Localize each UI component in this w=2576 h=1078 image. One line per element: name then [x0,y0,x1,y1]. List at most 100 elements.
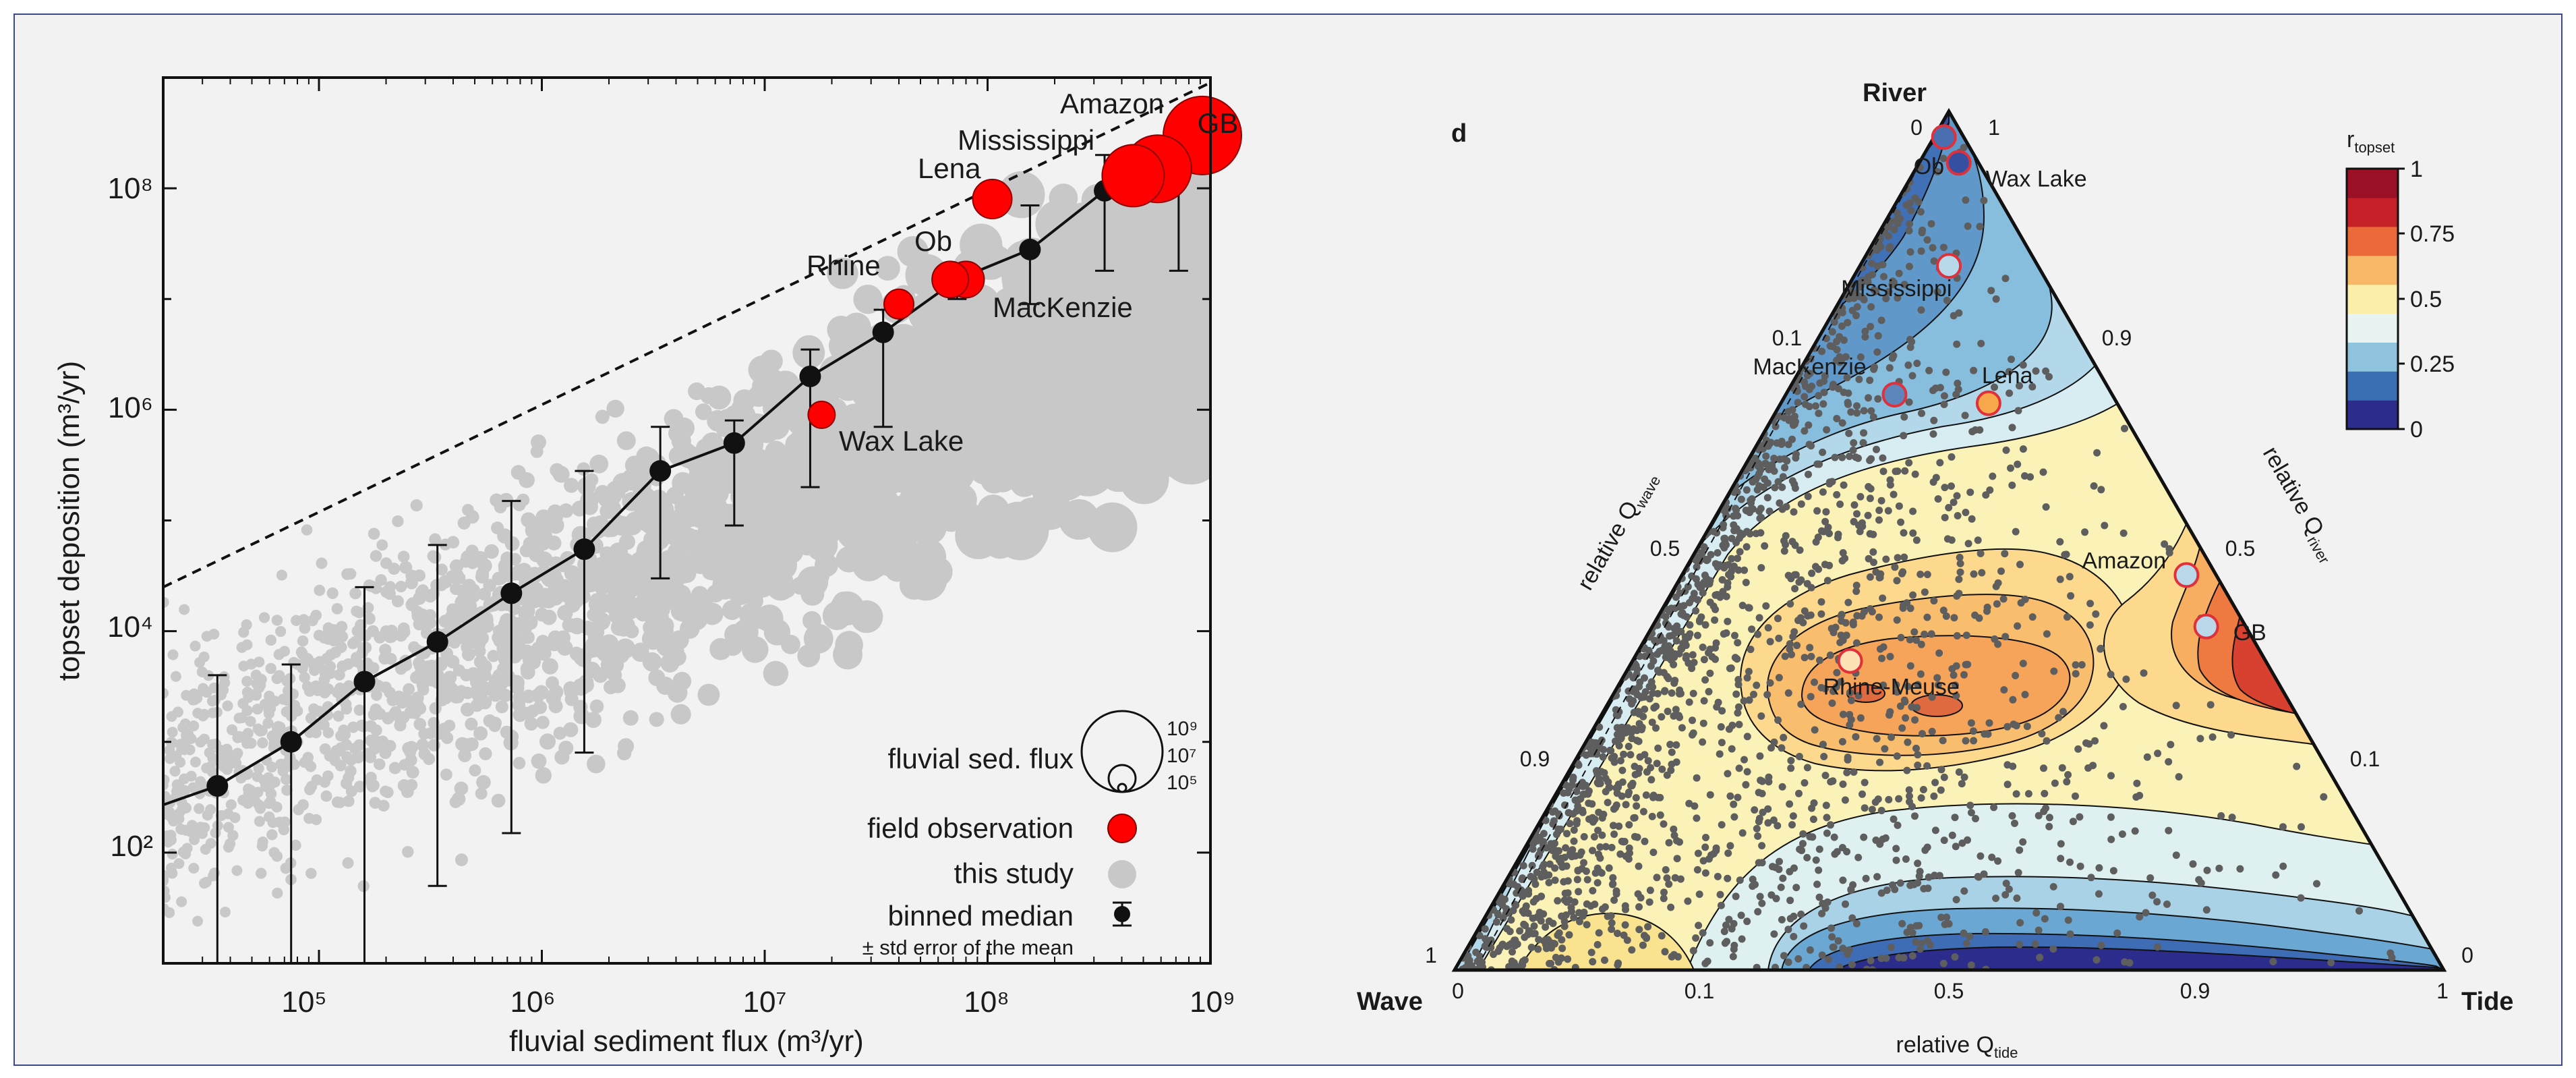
x-tick-label: 10⁹ [1190,986,1235,1019]
ternary-sample-point [1784,441,1792,449]
this-study-point [332,710,345,722]
ternary-sample-point [1904,738,1912,746]
ternary-sample-point [1831,850,1839,858]
this-study-point [605,600,620,615]
ternary-sample-point [1982,491,1990,499]
ternary-delta-rhine-meuse [1837,648,1863,674]
ternary-sample-point [1593,750,1601,758]
this-study-point [904,558,947,601]
ternary-sample-point [1966,488,1974,497]
ternary-sample-point [2021,691,2029,699]
ternary-sample-point [1961,412,1969,420]
ternary-sample-point [1605,784,1613,792]
ternary-sample-point [1754,832,1762,840]
ternary-sample-point [1921,588,1929,596]
ternary-sample-point [2167,741,2175,749]
this-study-point [347,721,359,733]
this-study-point [587,754,606,774]
ternary-sample-point [1774,615,1782,623]
ternary-sample-point [1519,874,1527,882]
ternary-sample-point [1900,553,1908,561]
this-study-point [521,689,536,704]
ternary-sample-point [1916,945,1924,953]
this-study-point [195,776,206,787]
ternary-sample-point [1645,695,1653,703]
ternary-sample-point [1827,821,1834,829]
ternary-sample-point [1799,840,1807,848]
ternary-sample-point [1545,871,1553,879]
ternary-sample-point [1764,624,1772,632]
ternary-sample-point [1525,890,1533,898]
ternary-sample-point [1854,691,1863,700]
this-study-point [313,706,325,718]
this-study-point [262,718,274,729]
this-study-point [176,896,187,907]
ternary-sample-point [1628,700,1636,708]
this-study-point [457,625,471,640]
ternary-sample-point [1662,866,1670,874]
y-tick-label: 10⁶ [108,391,153,424]
median-point [872,321,894,343]
ternary-sample-point [1875,507,1883,514]
ternary-sample-point [1900,432,1908,440]
this-study-point [454,781,469,796]
ternary-sample-point [1942,368,1950,376]
ternary-sample-point [1894,554,1902,562]
this-study-point [369,797,382,809]
ternary-sample-point [1592,767,1600,775]
ternary-sample-point [1475,932,1484,940]
ternary-sample-point [1817,610,1825,618]
ternary-delta-label: Mississippi [1841,276,1952,302]
ternary-sample-point [1772,422,1780,430]
this-study-point [622,515,643,536]
ternary-sample-point [1916,670,1925,678]
this-study-point [365,720,377,733]
ternary-sample-point [1720,630,1728,638]
this-study-point [524,716,538,731]
ternary-sample-point [1801,654,1809,662]
ternary-sample-point [1509,948,1516,956]
right-edge-tick: 0.9 [2102,326,2132,350]
this-study-point [208,629,220,640]
ternary-sample-point [1670,679,1678,687]
this-study-point [655,511,671,528]
this-study-point [702,510,719,526]
this-study-point [189,756,201,768]
ternary-sample-point [1600,769,1608,777]
this-study-point [800,581,825,606]
ternary-sample-point [1571,852,1579,860]
x-tick-label: 10⁸ [964,986,1009,1019]
ternary-sample-point [1903,599,1911,607]
ternary-sample-point [2206,701,2215,709]
this-study-point [320,790,332,802]
this-study-point [314,584,326,596]
this-study-point [405,576,418,590]
this-study-point [340,739,353,751]
ternary-sample-point [1582,751,1590,759]
ternary-sample-point [1736,876,1744,884]
ternary-sample-point [1527,943,1535,951]
ternary-sample-point [1939,606,1948,615]
ternary-sample-point [1987,287,1995,295]
ternary-sample-point [1781,652,1789,660]
ternary-sample-point [2269,958,2277,965]
ternary-sample-point [1598,869,1606,877]
ternary-sample-point [1641,674,1648,682]
this-study-point [264,811,275,823]
ternary-sample-point [1565,785,1573,793]
ternary-sample-point [1671,650,1679,658]
ternary-sample-point [1602,843,1610,851]
field-point-mississippi [1101,144,1165,208]
ternary-sample-point [1570,826,1578,834]
svg-text:relative Qwave: relative Qwave [1573,467,1664,596]
bottom-axis-title-text: relative Q [1896,1032,1995,1058]
ternary-sample-point [1960,671,1968,679]
ternary-sample-point [1646,886,1654,895]
this-study-point [198,685,210,697]
ternary-sample-point [2095,890,2103,898]
ternary-sample-point [1828,478,1836,486]
ternary-sample-point [1612,887,1620,895]
this-study-point [242,797,254,809]
ternary-sample-point [1593,879,1602,887]
ternary-sample-point [1531,880,1540,888]
